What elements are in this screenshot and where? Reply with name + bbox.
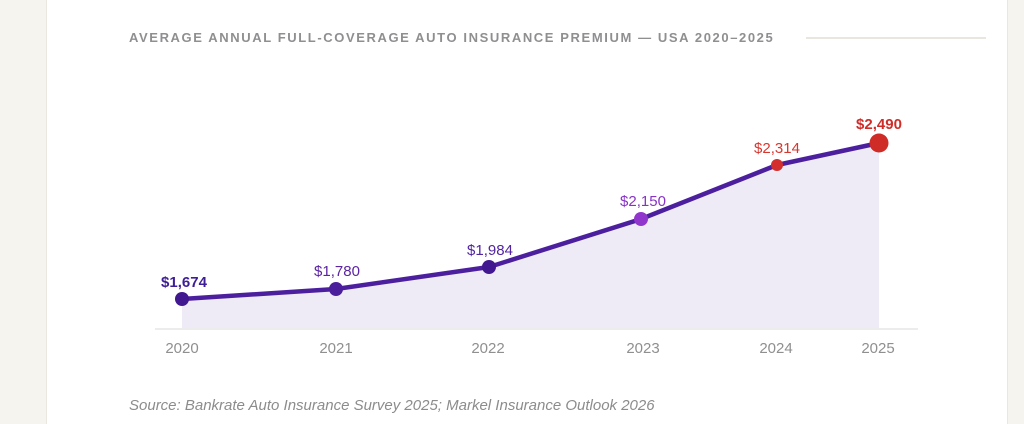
- title-divider-rule: [806, 36, 987, 39]
- data-point-2025: [869, 133, 889, 153]
- value-label-2021: $1,780: [314, 263, 360, 280]
- data-point-2022: [482, 260, 496, 274]
- trend-line: [179, 140, 882, 302]
- value-label-2025: $2,490: [856, 116, 902, 133]
- value-label-2020: $1,674: [161, 274, 208, 291]
- value-label-2023: $2,150: [620, 193, 666, 210]
- data-point-2024: [771, 159, 783, 171]
- source-note: Source: Bankrate Auto Insurance Survey 2…: [129, 397, 655, 414]
- value-label-2024: $2,314: [754, 140, 800, 157]
- x-tick-2022: 2022: [471, 340, 504, 357]
- x-tick-2024: 2024: [759, 340, 792, 357]
- x-tick-2025: 2025: [861, 340, 894, 357]
- data-point-2021: [329, 282, 343, 296]
- x-tick-2021: 2021: [319, 340, 352, 357]
- data-point-2020: [175, 292, 189, 306]
- chart-title: AVERAGE ANNUAL FULL-COVERAGE AUTO INSURA…: [129, 30, 775, 45]
- chart-header: AVERAGE ANNUAL FULL-COVERAGE AUTO INSURA…: [129, 30, 987, 45]
- data-point-2023: [634, 212, 648, 226]
- x-tick-2020: 2020: [165, 340, 198, 357]
- chart-area-fill: [182, 143, 879, 329]
- x-tick-2023: 2023: [626, 340, 659, 357]
- value-label-2022: $1,984: [467, 242, 513, 259]
